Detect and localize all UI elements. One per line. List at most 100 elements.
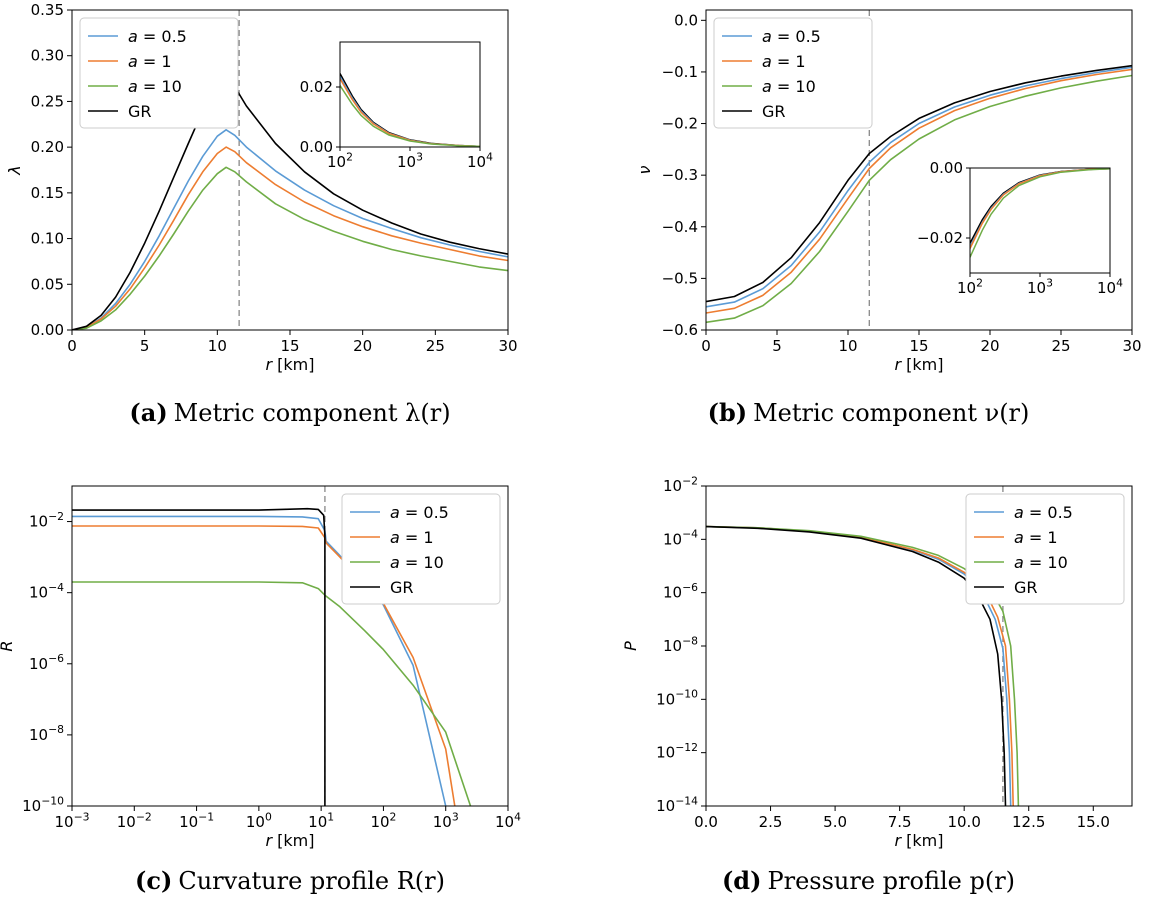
inset-x-tick-label: 102 — [327, 150, 353, 171]
series-line-3 — [706, 525, 1007, 806]
inset-series-group — [340, 73, 480, 147]
legend-label: a = 0.5 — [390, 503, 449, 522]
legend-box — [341, 493, 501, 605]
x-tick-label: 20 — [353, 337, 372, 355]
y-tick-label: 0.10 — [31, 230, 64, 248]
x-tick-label: 10−2 — [117, 810, 152, 831]
y-tick-label: 0.25 — [31, 92, 64, 110]
x-tick-label: 7.5 — [888, 813, 912, 831]
caption-b-text: Metric component ν(r) — [753, 399, 1030, 427]
legend-label: a = 0.5 — [128, 27, 187, 46]
series-line-0 — [706, 66, 1132, 308]
inset-y-tick-label: 0.00 — [930, 159, 963, 177]
caption-a-text: Metric component λ(r) — [173, 399, 451, 427]
series-line-2 — [706, 525, 1020, 806]
y-tick-label: −0.1 — [662, 63, 698, 81]
inset-y-tick-label: 0.00 — [300, 138, 333, 156]
caption-d-tag: (d) — [721, 866, 762, 895]
plot-frame — [705, 9, 1133, 331]
chart-nu: 0 5 10 15 20 25 30 −0.6 −0.5 −0.4 −0.3 −0.2 −0.1 0.0 r… — [635, 9, 1142, 374]
legend-label: a = 1 — [128, 52, 172, 71]
chart-pressure: 0.0 2.5 5.0 7.5 10.0 12.5 15.0 10−14 10−12 10−10 1… — [621, 474, 1133, 850]
inset-x-tick-label: 104 — [1097, 276, 1123, 297]
inset-line-3 — [970, 168, 1110, 258]
y-axis-label: R — [0, 640, 16, 651]
legend-box — [79, 17, 239, 129]
y-axis-label: P — [621, 641, 640, 651]
x-tick-label: 10−3 — [54, 810, 89, 831]
y-tick-label: −0.3 — [662, 166, 698, 184]
legend-label: GR — [390, 578, 414, 597]
inset-x-tick-label: 103 — [1027, 276, 1053, 297]
y-tick-label: 10−10 — [656, 688, 698, 709]
x-axis-label: r [km] — [266, 831, 315, 850]
legend-label: a = 0.5 — [1014, 503, 1073, 522]
inset-x-tick-label: 102 — [957, 276, 983, 297]
series-line-2 — [72, 166, 508, 330]
y-tick-label: −0.5 — [662, 269, 698, 287]
caption-d: (d) Pressure profile p(r) — [580, 866, 1157, 895]
inset-y-tick-label: 0.02 — [300, 78, 333, 96]
inset-series-group — [970, 168, 1110, 258]
inset-x-tick-label: 103 — [397, 150, 423, 171]
x-axis-label: r [km] — [895, 831, 944, 850]
plot-frame — [705, 485, 1133, 807]
series-line-3 — [72, 507, 326, 806]
y-tick-label: 0.30 — [31, 47, 64, 65]
y-tick-label: 10−8 — [663, 634, 698, 655]
caption-c-text: Curvature profile R(r) — [178, 867, 445, 895]
y-tick-label: 10−2 — [663, 474, 698, 495]
y-tick-label: −0.4 — [662, 218, 698, 236]
x-tick-label: 5.0 — [823, 813, 847, 831]
legend-label: a = 10 — [1014, 553, 1068, 572]
y-tick-label: 10−12 — [656, 741, 698, 762]
legend-label: a = 0.5 — [762, 27, 821, 46]
x-tick-label: 10 — [208, 337, 227, 355]
y-tick-label: 0.15 — [31, 184, 64, 202]
inset-line-3 — [340, 85, 480, 147]
x-tick-label: 15 — [280, 337, 299, 355]
series-group — [706, 64, 1132, 324]
inset-bg — [970, 168, 1110, 273]
series-group — [72, 75, 508, 330]
x-tick-label: 15 — [909, 337, 928, 355]
legend-label: GR — [1014, 578, 1038, 597]
x-tick-label: 5 — [772, 337, 782, 355]
legend-label: GR — [128, 102, 152, 121]
inset-x-tick-label: 104 — [467, 150, 493, 171]
caption-a: (a) Metric component λ(r) — [0, 398, 580, 427]
y-tick-label: 10−2 — [29, 510, 64, 531]
series-line-3 — [706, 64, 1132, 303]
y-tick-label: 0.20 — [31, 138, 64, 156]
x-tick-label: 0.0 — [694, 813, 718, 831]
y-tick-label: 0.35 — [31, 1, 64, 19]
x-tick-label: 104 — [495, 810, 521, 831]
x-tick-label: 100 — [246, 810, 272, 831]
x-tick-label: 102 — [370, 810, 396, 831]
x-tick-label: 30 — [498, 337, 517, 355]
caption-b-tag: (b) — [707, 398, 748, 427]
x-axis-label: r [km] — [895, 355, 944, 374]
legend-box — [713, 17, 873, 129]
y-tick-label: 10−4 — [29, 581, 64, 602]
caption-b: (b) Metric component ν(r) — [580, 398, 1157, 427]
y-tick-label: 10−6 — [663, 581, 698, 602]
plot-frame — [71, 9, 509, 331]
legend-label: a = 1 — [762, 52, 806, 71]
y-axis-label: λ — [5, 165, 24, 175]
legend-label: a = 1 — [390, 528, 434, 547]
plot-frame — [71, 485, 509, 807]
x-tick-label: 5 — [140, 337, 150, 355]
series-line-2 — [706, 74, 1132, 324]
x-tick-label: 30 — [1122, 337, 1141, 355]
y-tick-label: 10−14 — [656, 794, 698, 815]
series-group — [706, 525, 1020, 806]
caption-c: (c) Curvature profile R(r) — [0, 866, 580, 895]
x-axis-label: r [km] — [266, 355, 315, 374]
inset-bg — [340, 42, 480, 147]
x-tick-label: 10.0 — [947, 813, 980, 831]
y-tick-label: 0.00 — [31, 321, 64, 339]
y-tick-label: 10−4 — [663, 528, 698, 549]
x-tick-label: 10−1 — [179, 810, 214, 831]
x-tick-label: 0 — [701, 337, 711, 355]
